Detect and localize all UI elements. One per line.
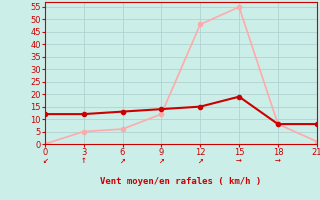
Text: →: → xyxy=(275,155,281,165)
Text: ↗: ↗ xyxy=(197,155,203,165)
Text: →: → xyxy=(236,155,242,165)
X-axis label: Vent moyen/en rafales ( km/h ): Vent moyen/en rafales ( km/h ) xyxy=(100,177,261,186)
Text: ↙: ↙ xyxy=(42,155,48,165)
Text: ↗: ↗ xyxy=(158,155,164,165)
Text: ↑: ↑ xyxy=(81,155,87,165)
Text: ↗: ↗ xyxy=(120,155,125,165)
